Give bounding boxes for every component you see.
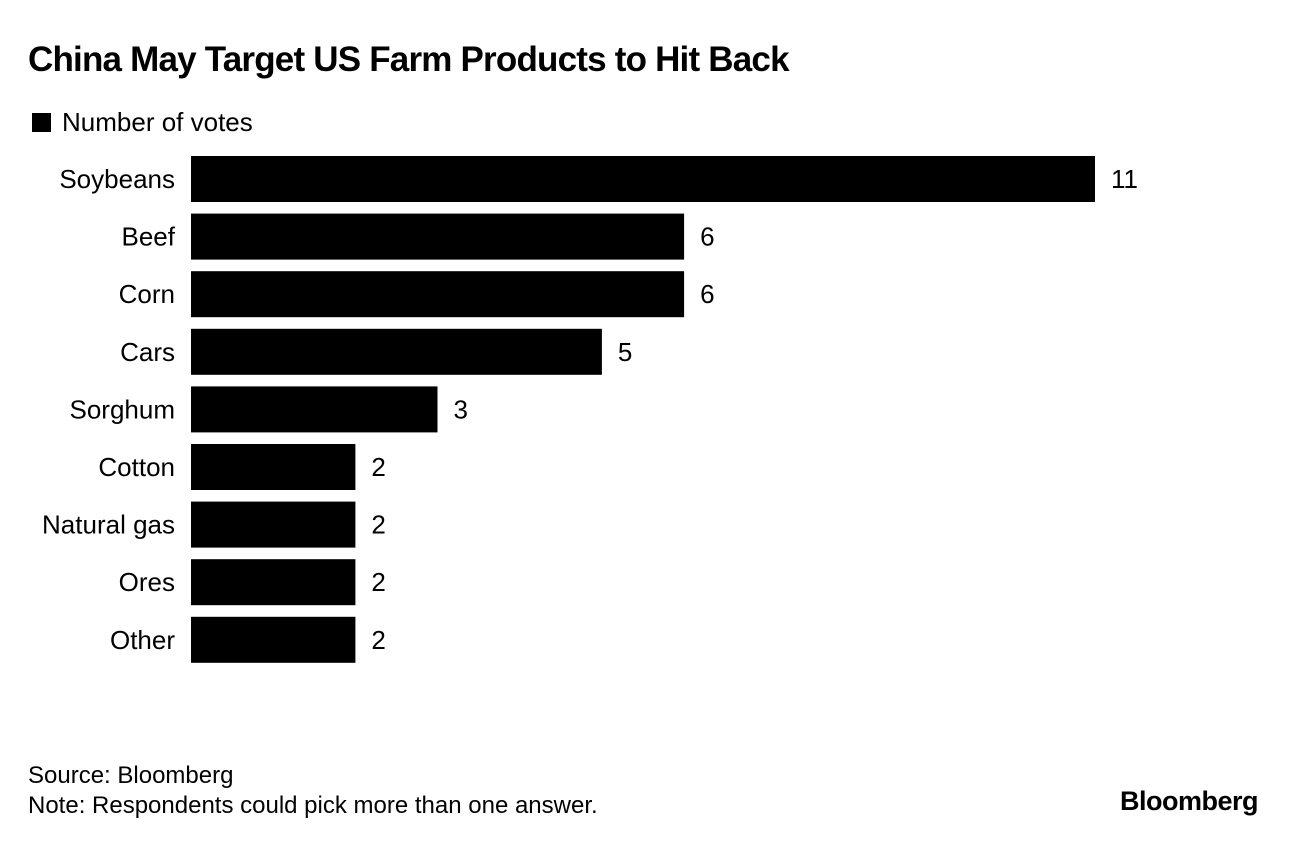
bar-cotton (191, 444, 356, 490)
value-label: 6 (700, 279, 714, 309)
value-label: 2 (371, 452, 385, 482)
category-label: Other (110, 625, 175, 655)
chart-title: China May Target US Farm Products to Hit… (28, 40, 790, 79)
bar-natural-gas (191, 501, 356, 548)
bloomberg-logo: Bloomberg (1119, 786, 1259, 816)
bar-chart: Soybeans 11 Beef 6 Corn 6 Cars 5 Sorghum 3 Cotton 2… (42, 156, 1138, 663)
value-label: 6 (700, 222, 714, 252)
bar-ores (191, 559, 356, 606)
category-label: Corn (119, 279, 175, 309)
bar-other (191, 616, 356, 663)
bar-cars (191, 328, 602, 375)
value-label: 3 (454, 394, 468, 424)
category-label: Sorghum (70, 394, 176, 424)
value-label: 2 (371, 567, 385, 597)
category-label: Cars (120, 337, 175, 367)
category-label: Cotton (98, 452, 175, 482)
legend-label: Number of votes (62, 107, 253, 137)
value-label: 5 (618, 337, 632, 367)
category-label: Ores (119, 567, 175, 597)
value-label: 2 (371, 625, 385, 655)
source-text: Source: Bloomberg (28, 762, 234, 789)
bar-sorghum (191, 386, 438, 433)
legend: Number of votes (32, 107, 253, 138)
bar-beef (191, 213, 685, 260)
legend-swatch (32, 113, 51, 132)
category-label: Natural gas (42, 510, 175, 540)
bar-corn (191, 271, 685, 318)
category-label: Beef (122, 222, 176, 252)
value-label: 11 (1111, 164, 1138, 194)
note-text: Note: Respondents could pick more than o… (28, 792, 598, 819)
bar-soybeans (191, 156, 1095, 202)
category-label: Soybeans (59, 164, 175, 194)
value-label: 2 (371, 510, 385, 540)
